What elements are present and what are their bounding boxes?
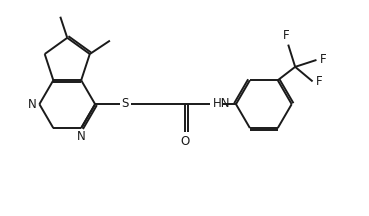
Text: HN: HN [213, 97, 230, 110]
Text: F: F [283, 29, 290, 42]
Text: S: S [122, 97, 129, 110]
Text: N: N [28, 98, 37, 111]
Text: F: F [320, 54, 326, 67]
Text: N: N [77, 130, 86, 143]
Text: F: F [315, 75, 322, 88]
Text: O: O [180, 135, 190, 148]
